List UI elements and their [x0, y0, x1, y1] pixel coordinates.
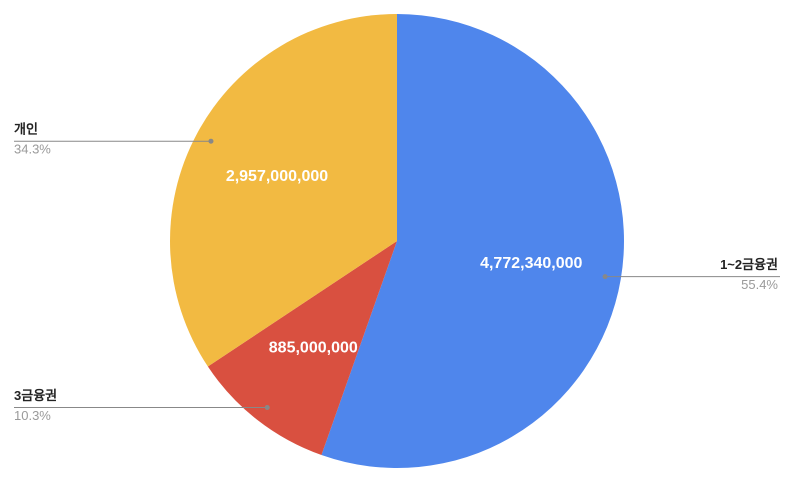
leader-dot	[208, 138, 214, 144]
legend-label: 3금융권	[14, 388, 57, 403]
value-label: 885,000,000	[269, 340, 358, 357]
pie-slice	[170, 14, 397, 367]
percent-label: 34.3%	[14, 142, 51, 157]
leader-dot	[602, 274, 608, 280]
value-label: 2,957,000,000	[226, 168, 328, 185]
leader-dot	[264, 405, 270, 411]
percent-label: 55.4%	[741, 277, 778, 292]
value-label: 4,772,340,000	[480, 255, 582, 272]
legend-label: 1~2금융권	[720, 257, 778, 272]
pie-slice	[321, 14, 625, 469]
percent-label: 10.3%	[14, 408, 51, 423]
legend-label: 개인	[14, 122, 38, 137]
pie-slice	[207, 241, 397, 456]
